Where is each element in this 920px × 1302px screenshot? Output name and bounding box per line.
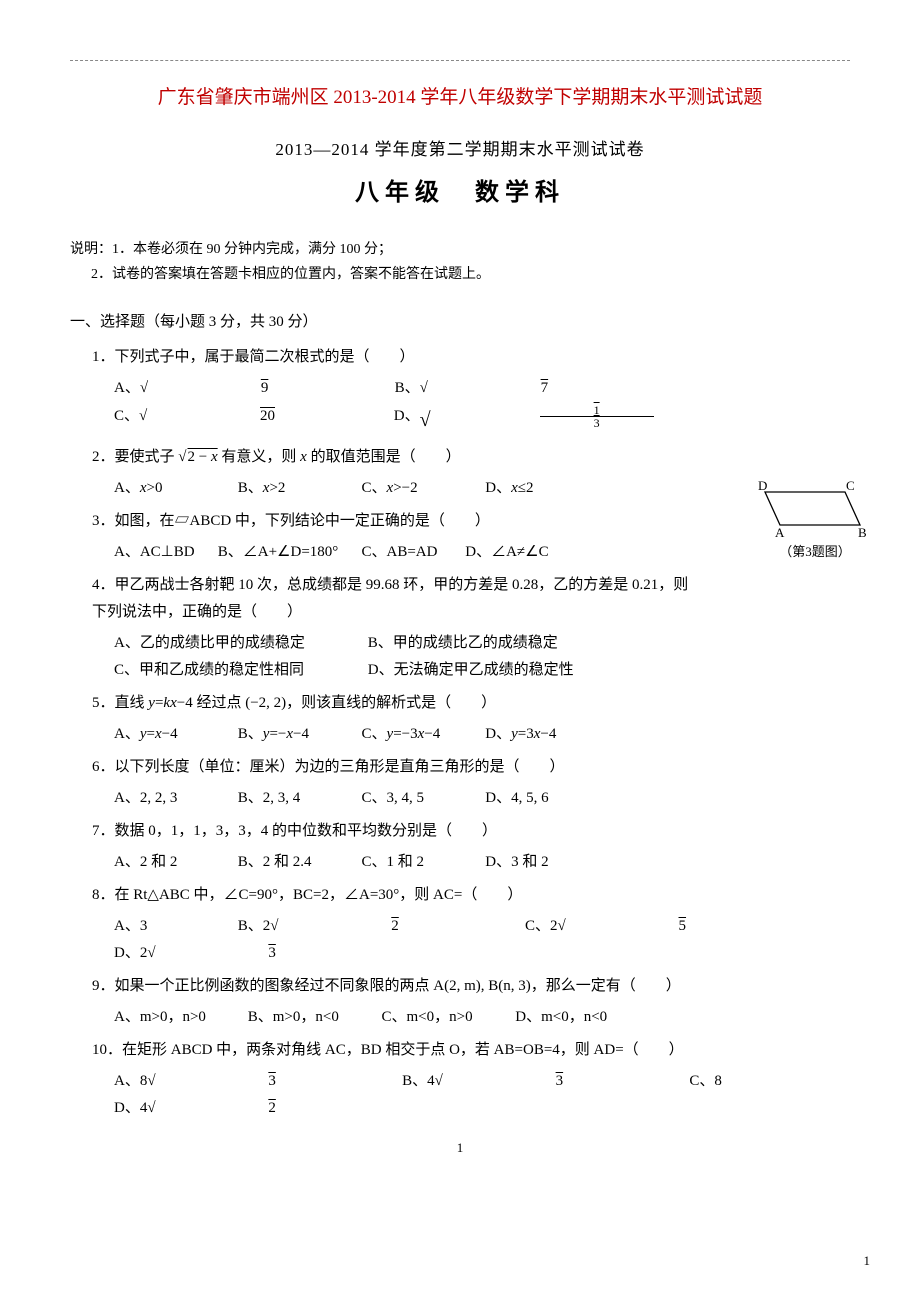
question-3: 3．如图，在▱ABCD 中，下列结论中一定正确的是（ ） A B C D （第3… [92, 508, 850, 535]
figure-label-b: B [858, 525, 867, 540]
document-subtitle: 2013—2014 学年度第二学期期末水平测试试卷 [70, 135, 850, 166]
question-10-options: A、8√3 B、4√3 C、8 D、4√2 [114, 1068, 850, 1122]
parallelogram-icon: A B C D [750, 480, 880, 540]
question-1-options: A、√9 B、√7 C、√20 D、√13 [114, 375, 850, 438]
q1-option-d: D、√13 [394, 402, 674, 438]
q2-option-b: B、x>2 [238, 475, 348, 502]
question-8-stem: 8．在 Rt△ABC 中，∠C=90°，BC=2，∠A=30°，则 AC=（ ） [92, 887, 522, 903]
q10-option-c: C、8 [689, 1068, 799, 1095]
question-6-options: A、2, 2, 3 B、2, 3, 4 C、3, 4, 5 D、4, 5, 6 [114, 785, 850, 812]
instructions-block: 说明：1．本卷必须在 90 分钟内完成，满分 100 分； 2．试卷的答案填在答… [70, 237, 850, 287]
q10-option-a: A、8√3 [114, 1068, 388, 1095]
figure-label-d: D [758, 480, 767, 493]
q2-option-d: D、x≤2 [485, 475, 595, 502]
question-2-stem: 2．要使式子 √2 − x 有意义，则 x 的取值范围是（ ） [92, 449, 461, 465]
instructions-prefix: 说明： [70, 242, 112, 257]
q5-option-b: B、y=−x−4 [238, 721, 348, 748]
section-1-heading: 一、选择题（每小题 3 分，共 30 分） [70, 309, 850, 336]
figure-caption: （第3题图） [740, 540, 890, 563]
document-title: 广东省肇庆市端州区 2013-2014 学年八年级数学下学期期末水平测试试题 [70, 81, 850, 115]
q8-option-d: D、2√3 [114, 940, 388, 967]
q10-option-b: B、4√3 [402, 1068, 676, 1095]
question-6-stem: 6．以下列长度（单位：厘米）为边的三角形是直角三角形的是（ ） [92, 759, 565, 775]
q7-option-b: B、2 和 2.4 [238, 849, 348, 876]
figure-label-c: C [846, 480, 855, 493]
question-8: 8．在 Rt△ABC 中，∠C=90°，BC=2，∠A=30°，则 AC=（ ） [92, 882, 850, 909]
question-2: 2．要使式子 √2 − x 有意义，则 x 的取值范围是（ ） [92, 444, 850, 471]
q3-option-c: C、AB=AD [362, 539, 452, 566]
q8-option-b: B、2√2 [238, 913, 512, 940]
q1-option-a: A、√9 [114, 375, 381, 402]
question-6: 6．以下列长度（单位：厘米）为边的三角形是直角三角形的是（ ） [92, 754, 850, 781]
q8-option-c: C、2√5 [525, 913, 799, 940]
page-number-center: 1 [70, 1136, 850, 1159]
question-7-options: A、2 和 2 B、2 和 2.4 C、1 和 2 D、3 和 2 [114, 849, 850, 876]
q1-option-b: B、√7 [395, 375, 661, 402]
q9-option-d: D、m<0，n<0 [515, 1004, 625, 1031]
question-10: 10．在矩形 ABCD 中，两条对角线 AC，BD 相交于点 O，若 AB=OB… [92, 1037, 850, 1064]
q3-option-b: B、∠A+∠D=180° [218, 539, 348, 566]
q7-option-c: C、1 和 2 [362, 849, 472, 876]
q7-option-a: A、2 和 2 [114, 849, 224, 876]
page-number-footer: 1 [864, 1249, 871, 1272]
question-5: 5．直线 y=kx−4 经过点 (−2, 2)，则该直线的解析式是（ ） [92, 690, 850, 717]
question-9: 9．如果一个正比例函数的图象经过不同象限的两点 A(2, m), B(n, 3)… [92, 973, 850, 1000]
q3-option-d: D、∠A≠∠C [465, 539, 555, 566]
q4-option-d: D、无法确定甲乙成绩的稳定性 [368, 657, 574, 684]
question-9-stem: 9．如果一个正比例函数的图象经过不同象限的两点 A(2, m), B(n, 3)… [92, 978, 681, 994]
instructions-line-1: 1．本卷必须在 90 分钟内完成，满分 100 分； [112, 242, 392, 257]
question-7-stem: 7．数据 0，1，1，3，3，4 的中位数和平均数分别是（ ） [92, 823, 497, 839]
q3-option-a: A、AC⊥BD [114, 539, 204, 566]
question-5-stem: 5．直线 y=kx−4 经过点 (−2, 2)，则该直线的解析式是（ ） [92, 695, 496, 711]
q4-option-a: A、乙的成绩比甲的成绩稳定 [114, 630, 354, 657]
question-4-stem-b: 下列说法中，正确的是（ ） [92, 604, 302, 620]
q6-option-b: B、2, 3, 4 [238, 785, 348, 812]
q5-option-d: D、y=3x−4 [485, 721, 595, 748]
q7-option-d: D、3 和 2 [485, 849, 595, 876]
question-3-stem: 3．如图，在▱ABCD 中，下列结论中一定正确的是（ ） [92, 513, 490, 529]
q2-option-a: A、x>0 [114, 475, 224, 502]
question-8-options: A、3 B、2√2 C、2√5 D、2√3 [114, 913, 850, 967]
figure-label-a: A [775, 525, 785, 540]
q4-option-b: B、甲的成绩比乙的成绩稳定 [368, 630, 558, 657]
q5-option-c: C、y=−3x−4 [362, 721, 472, 748]
q2-option-c: C、x>−2 [362, 475, 472, 502]
question-1: 1．下列式子中，属于最简二次根式的是（ ） [92, 344, 850, 371]
q8-option-a: A、3 [114, 913, 224, 940]
question-7: 7．数据 0，1，1，3，3，4 的中位数和平均数分别是（ ） [92, 818, 850, 845]
q5-option-a: A、y=x−4 [114, 721, 224, 748]
question-3-figure: A B C D （第3题图） [740, 480, 890, 563]
q4-option-c: C、甲和乙成绩的稳定性相同 [114, 657, 354, 684]
q6-option-c: C、3, 4, 5 [362, 785, 472, 812]
instructions-line-2: 2．试卷的答案填在答题卡相应的位置内，答案不能答在试题上。 [91, 267, 490, 282]
question-4: 4．甲乙两战士各射靶 10 次，总成绩都是 99.68 环，甲的方差是 0.28… [92, 572, 850, 626]
q1-option-c: C、√20 [114, 403, 380, 430]
top-rule [70, 60, 850, 61]
q9-option-a: A、m>0，n>0 [114, 1004, 234, 1031]
question-5-options: A、y=x−4 B、y=−x−4 C、y=−3x−4 D、y=3x−4 [114, 721, 850, 748]
question-1-stem: 1．下列式子中，属于最简二次根式的是（ ） [92, 349, 415, 365]
question-10-stem: 10．在矩形 ABCD 中，两条对角线 AC，BD 相交于点 O，若 AB=OB… [92, 1042, 684, 1058]
question-9-options: A、m>0，n>0 B、m>0，n<0 C、m<0，n>0 D、m<0，n<0 [114, 1004, 850, 1031]
q6-option-d: D、4, 5, 6 [485, 785, 595, 812]
q10-option-d: D、4√2 [114, 1095, 388, 1122]
subject-heading: 八年级 数学科 [70, 172, 850, 215]
q6-option-a: A、2, 2, 3 [114, 785, 224, 812]
question-4-options: A、乙的成绩比甲的成绩稳定 B、甲的成绩比乙的成绩稳定 C、甲和乙成绩的稳定性相… [114, 630, 850, 684]
q9-option-b: B、m>0，n<0 [248, 1004, 368, 1031]
q9-option-c: C、m<0，n>0 [382, 1004, 502, 1031]
question-4-stem-a: 4．甲乙两战士各射靶 10 次，总成绩都是 99.68 环，甲的方差是 0.28… [92, 577, 688, 593]
